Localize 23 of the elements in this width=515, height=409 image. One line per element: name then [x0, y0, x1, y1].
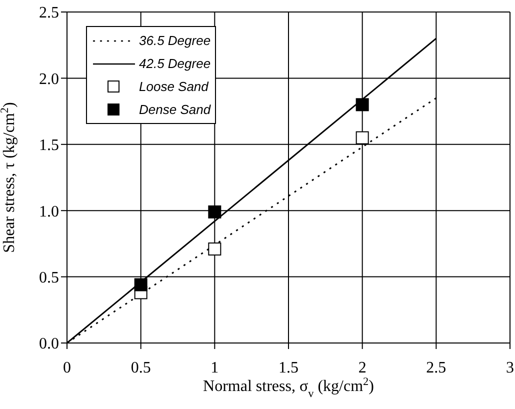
y-tick-label: 1.0: [39, 203, 59, 220]
y-tick-label: 1.5: [39, 137, 59, 154]
y-tick-label: 0.0: [39, 336, 59, 353]
point: [208, 242, 222, 256]
x-tick-label: 0: [63, 359, 71, 376]
x-tick-label: 3: [506, 359, 514, 376]
point: [356, 98, 369, 112]
y-tick-label: 2.5: [39, 4, 59, 22]
legend-label: Dense Sand: [139, 102, 211, 117]
point: [134, 278, 148, 292]
legend-label: Loose Sand: [139, 79, 208, 94]
y-tick-label: 2.0: [39, 70, 59, 88]
legend-label: 36.5 Degree: [139, 33, 211, 48]
point: [208, 205, 222, 218]
y-tick-label: 0.5: [39, 269, 59, 286]
x-tick-label: 2: [358, 359, 366, 376]
legend-label: 42.5 Degree: [139, 56, 211, 71]
x-tick-label: 1.5: [278, 359, 298, 376]
point: [356, 131, 369, 144]
x-axis-title: Normal stress, σ$_{v}$ (kg/cm$^{2}$): [203, 376, 374, 400]
x-tick-label: 1: [210, 359, 219, 376]
x-tick-label: 2.5: [426, 359, 446, 376]
x-tick-label: 0.5: [130, 359, 151, 376]
